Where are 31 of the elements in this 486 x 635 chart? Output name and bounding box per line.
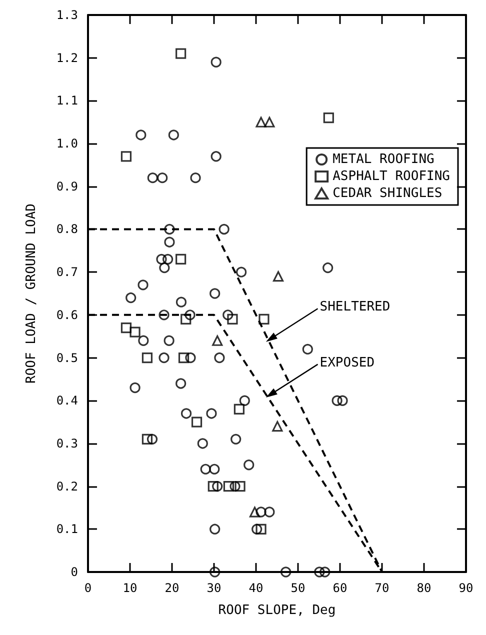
x-tick-label: 70 [374, 581, 390, 595]
x-axis-title: ROOF SLOPE, Deg [218, 603, 336, 618]
legend-label: ASPHALT ROOFING [332, 169, 450, 184]
x-tick-label: 20 [164, 581, 180, 595]
x-tick-label: 60 [332, 581, 348, 595]
x-tick-label: 40 [248, 581, 264, 595]
annotation: SHELTERED [320, 300, 390, 315]
y-tick-label: 1.0 [56, 136, 78, 151]
x-tick-label: 50 [290, 581, 306, 595]
x-tick-label: 0 [84, 581, 92, 595]
y-tick-label: 0.3 [56, 436, 78, 450]
y-tick-label: 0.5 [56, 350, 78, 365]
legend-label: METAL ROOFING [332, 152, 435, 167]
y-tick-label: 0.1 [56, 522, 78, 536]
y-tick-label: 0.6 [56, 308, 78, 322]
y-tick-label: 0.4 [56, 394, 78, 408]
y-tick-label: 0.8 [56, 222, 78, 236]
y-tick-label: 0 [70, 565, 78, 579]
y-tick-label: 1.2 [56, 50, 78, 65]
annotation: EXPOSED [320, 355, 375, 370]
x-tick-label: 10 [122, 581, 138, 595]
x-tick-label: 80 [416, 581, 432, 595]
legend-label: CEDAR SHINGLES [332, 186, 442, 201]
y-tick-label: 1.1 [56, 94, 78, 108]
y-axis-title: ROOF LOAD / GROUND LOAD [24, 203, 39, 384]
x-tick-label: 90 [458, 581, 474, 595]
y-tick-label: 0.7 [56, 265, 78, 280]
y-tick-label: 1.3 [56, 8, 78, 22]
y-tick-label: 0.9 [56, 179, 78, 194]
y-tick-label: 0.2 [56, 479, 78, 494]
x-tick-label: 30 [206, 581, 222, 595]
